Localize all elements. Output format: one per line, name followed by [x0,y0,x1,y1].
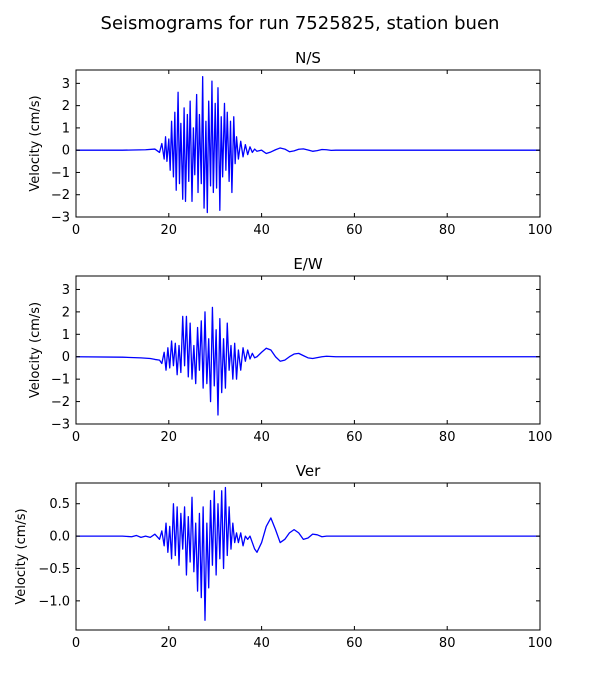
x-tick-label: 0 [72,430,80,445]
y-tick-label: −0.5 [38,562,70,577]
x-tick-label: 40 [253,636,270,651]
y-tick-label: −2 [51,188,70,203]
x-tick-label: 80 [439,223,456,238]
y-tick-label: 0 [62,144,70,159]
y-tick-label: −3 [51,418,70,433]
y-tick-label: −1 [51,373,70,388]
y-tick-label: 2 [62,99,70,114]
axes-frame [75,69,541,218]
subplot-1: N/S 0 20 40 60 80 100 3 2 1 0 −1 −2 −3 Velocity (cm/s) [28,49,552,238]
x-tick-label: 100 [528,636,553,651]
seismogram-trace [76,486,540,621]
x-tick-label: 80 [439,636,456,651]
y-tick-label: 3 [62,77,70,92]
x-tick-label: 0 [72,223,80,238]
y-tick-label: 0.5 [49,497,70,512]
subplot-3: Ver 0 20 40 60 80 100 0.5 0.0 −0.5 −1.0 Velocity (c… [14,462,552,651]
x-tick-label: 40 [253,430,270,445]
y-axis-label: Velocity (cm/s) [28,95,43,191]
x-tick-label: 40 [253,223,270,238]
subplot-title: Ver [296,462,321,480]
x-tick-label: 100 [528,430,553,445]
y-tick-label: 1 [62,121,70,136]
y-axis-label: Velocity (cm/s) [28,302,43,398]
y-tick-label: −1 [51,166,70,181]
y-tick-label: 1 [62,328,70,343]
y-tick-label: 0.0 [49,530,70,545]
y-tick-label: −3 [51,211,70,226]
x-tick-label: 80 [439,430,456,445]
y-axis-label: Velocity (cm/s) [14,508,29,604]
subplot-2: E/W 0 20 40 60 80 100 3 2 1 0 −1 −2 −3 Velocity (cm/s) [28,255,552,445]
y-tick-label: 2 [62,305,70,320]
y-tick-label: −1.0 [38,594,70,609]
y-tick-label: 3 [62,283,70,298]
x-tick-label: 0 [72,636,80,651]
x-tick-label: 20 [161,430,178,445]
axes-frame [75,275,541,425]
x-tick-label: 60 [346,223,363,238]
y-tick-label: 0 [62,350,70,365]
subplot-title: N/S [295,49,321,67]
y-tick-label: −2 [51,395,70,410]
x-tick-label: 60 [346,636,363,651]
x-tick-label: 100 [528,223,553,238]
seismogram-trace [76,76,540,214]
seismogram-trace [76,306,540,416]
figure-suptitle: Seismograms for run 7525825, station bue… [101,13,500,34]
x-tick-label: 20 [161,636,178,651]
axes-frame [75,482,541,631]
x-tick-label: 60 [346,430,363,445]
x-tick-label: 20 [161,223,178,238]
subplot-title: E/W [293,255,323,273]
